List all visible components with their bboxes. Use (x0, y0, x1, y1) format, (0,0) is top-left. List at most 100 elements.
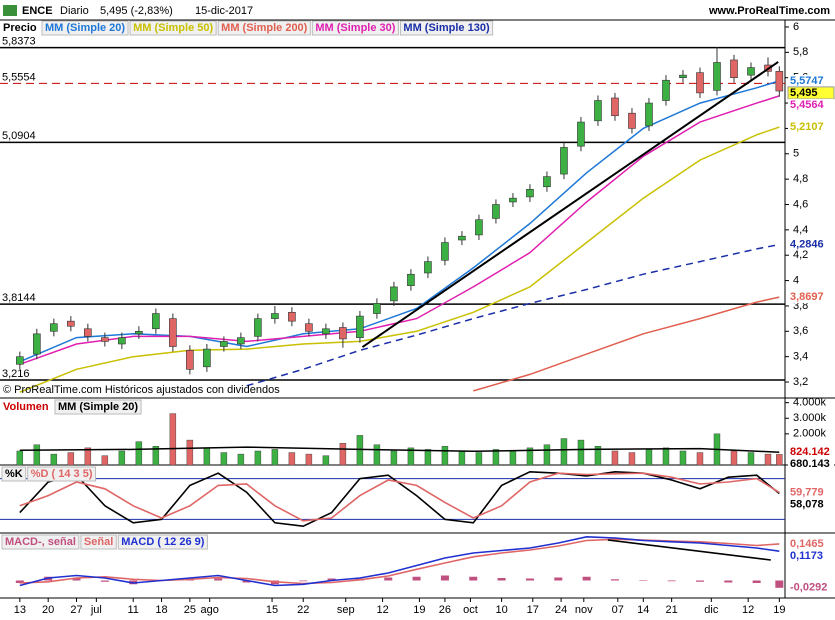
symbol-icon (3, 5, 17, 16)
x-tick-label: ago (201, 604, 219, 616)
trendline (607, 539, 771, 561)
y-tick-label: 4,8 (793, 173, 808, 185)
candle-body (339, 327, 347, 340)
volume-bar (186, 439, 194, 466)
candle-body (407, 273, 415, 286)
y-tick-label: 4 (793, 274, 799, 286)
value-label-box (788, 98, 834, 111)
level-label: 3,8144 (2, 292, 36, 304)
last-price: 5,495 (-2,83%) (100, 5, 173, 17)
x-tick-label: nov (575, 604, 593, 616)
volume-bar (67, 452, 75, 466)
moving-average (19, 95, 780, 366)
legend-box (217, 20, 311, 36)
candle-body (662, 79, 670, 101)
legend-box (399, 20, 494, 36)
x-tick-label: 17 (527, 604, 539, 616)
legend-entry: MM (Simple 20) (45, 22, 125, 34)
x-tick-label: 27 (70, 604, 82, 616)
value-label-box (788, 581, 834, 594)
candle-body (67, 320, 75, 327)
legend-entry: MM (Simple 130) (403, 22, 490, 34)
histogram-bar (72, 578, 81, 581)
value-label-box (788, 238, 834, 251)
legend-box (54, 399, 142, 415)
volume-bar (271, 449, 279, 466)
site: www.ProRealTime.com (708, 5, 830, 17)
value-label: 5,5747 (790, 75, 824, 87)
y-tick-label: 4,4 (793, 224, 808, 236)
volume-bar (237, 453, 245, 466)
indicator-line (19, 470, 780, 528)
volume-bar (628, 452, 636, 466)
candle-body (747, 67, 755, 76)
volume-bar (730, 450, 738, 466)
volume-bar (390, 450, 398, 466)
candle-body (101, 337, 109, 342)
y-tick-label: 3.000k (793, 412, 827, 424)
moving-average (473, 296, 780, 392)
legend-entry: MM (Simple 50) (133, 22, 213, 34)
value-label: 5,4564 (790, 99, 825, 111)
histogram-bar (525, 578, 534, 581)
value-label: 4,2846 (790, 238, 824, 250)
volume-bar (322, 455, 330, 466)
legend-box (117, 534, 208, 550)
x-tick-label: 12 (742, 604, 754, 616)
y-tick-label: 3,2 (793, 376, 808, 388)
candle-body (696, 72, 704, 94)
candle-body (577, 121, 585, 147)
candle-body (458, 235, 466, 241)
volume-bar (577, 439, 585, 466)
volume-bar (509, 450, 517, 466)
volume-bar (594, 446, 602, 466)
value-label-box (788, 446, 834, 459)
candle-body (679, 74, 687, 78)
volume-bar (662, 447, 670, 466)
candle-body (645, 102, 653, 127)
x-tick-label: 13 (14, 604, 26, 616)
candle-body (475, 219, 483, 236)
y-tick-label: 5 (793, 148, 799, 160)
volume-bar (101, 455, 109, 466)
volume-bar (747, 452, 755, 466)
copyright: © ProRealTime.com Históricos ajustados c… (3, 384, 280, 396)
x-tick-label: 10 (495, 604, 507, 616)
volume-bar (458, 450, 466, 466)
level-label: 5,5554 (2, 71, 36, 83)
level-label: 5,0904 (2, 130, 36, 142)
level-label: 3,216 (2, 368, 30, 380)
value-label-box (788, 549, 834, 562)
volume-bar (305, 453, 313, 466)
x-tick-label: sep (337, 604, 355, 616)
legend-box (27, 466, 96, 482)
moving-average (19, 80, 780, 363)
histogram-bar (752, 580, 761, 583)
volume-bar (254, 450, 262, 466)
candle-body (390, 286, 398, 302)
legend-entry: MM (Simple 200) (221, 22, 308, 34)
indicator-line (19, 472, 780, 522)
histogram-bar (775, 580, 784, 588)
histogram-bar (440, 575, 449, 581)
candle-body (305, 323, 313, 332)
moving-average (246, 243, 780, 387)
legend-entry: MACD-, señal (5, 536, 76, 548)
candle-body (730, 59, 738, 78)
level-label: 5,8373 (2, 36, 36, 48)
candle-body (594, 100, 602, 122)
volume-bar (33, 444, 41, 466)
legend-box (1, 534, 80, 550)
x-tick-label: 19 (413, 604, 425, 616)
period: Diario (60, 5, 89, 17)
value-label: 0,1173 (790, 550, 823, 562)
value-label: 3,8697 (790, 291, 824, 303)
moving-average (19, 126, 780, 393)
histogram-bar (582, 576, 591, 581)
volume-bar (776, 454, 783, 466)
x-tick-label: jul (90, 604, 102, 616)
volume-bar (475, 452, 483, 466)
candle-body (16, 356, 24, 365)
x-tick-label: 12 (376, 604, 388, 616)
legend-entry: %K (5, 468, 23, 480)
